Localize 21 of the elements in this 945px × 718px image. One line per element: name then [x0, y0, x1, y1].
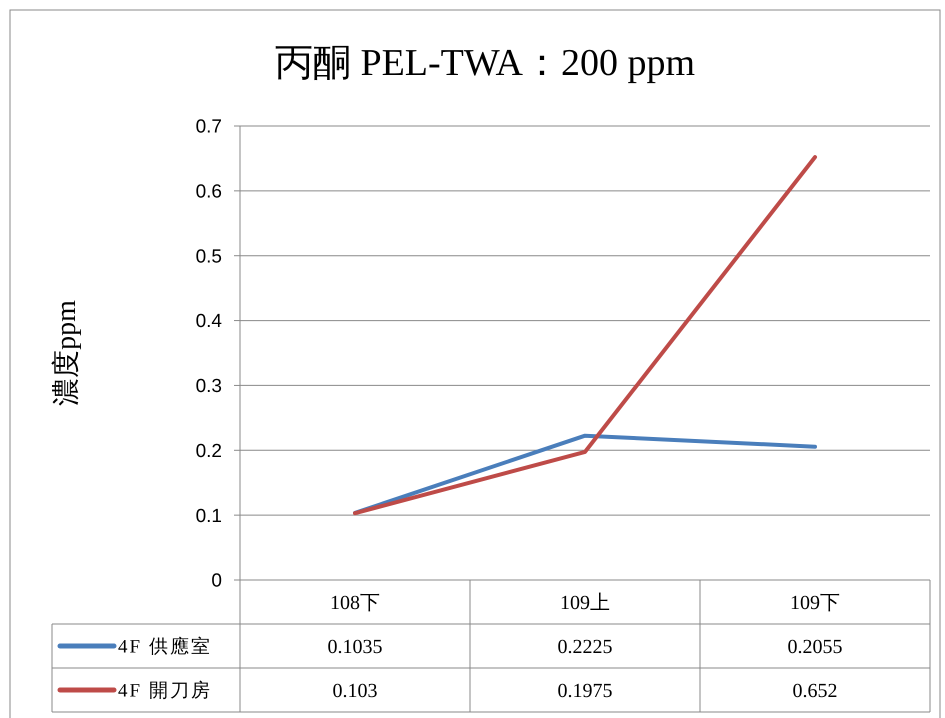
- legend-label: 4F 開刀房: [118, 680, 212, 702]
- y-tick-label: 0.3: [196, 376, 222, 398]
- chart-title: 丙酮 PEL-TWA：200 ppm: [274, 42, 696, 84]
- data-label: 0.103: [332, 680, 378, 702]
- legend-label: 4F 供應室: [118, 636, 212, 658]
- y-tick-label: 0.1: [196, 506, 222, 527]
- y-tick-label: 0: [211, 570, 222, 592]
- x-tick-label: 108下: [330, 592, 380, 614]
- y-tick-label: 0.7: [196, 116, 222, 138]
- y-tick-label: 0.2: [196, 440, 222, 462]
- y-tick-label: 0.6: [196, 182, 222, 203]
- data-label: 0.1975: [558, 680, 612, 702]
- x-tick-label: 109上: [560, 592, 610, 614]
- data-label: 0.652: [792, 680, 838, 702]
- y-tick-label: 0.5: [196, 246, 222, 268]
- y-axis-title: 濃度ppm: [51, 300, 82, 406]
- y-tick-label: 0.4: [196, 311, 222, 332]
- data-label: 0.2055: [788, 636, 842, 658]
- data-label: 0.2225: [558, 636, 612, 658]
- x-tick-label: 109下: [790, 592, 840, 614]
- data-label: 0.1035: [328, 636, 382, 658]
